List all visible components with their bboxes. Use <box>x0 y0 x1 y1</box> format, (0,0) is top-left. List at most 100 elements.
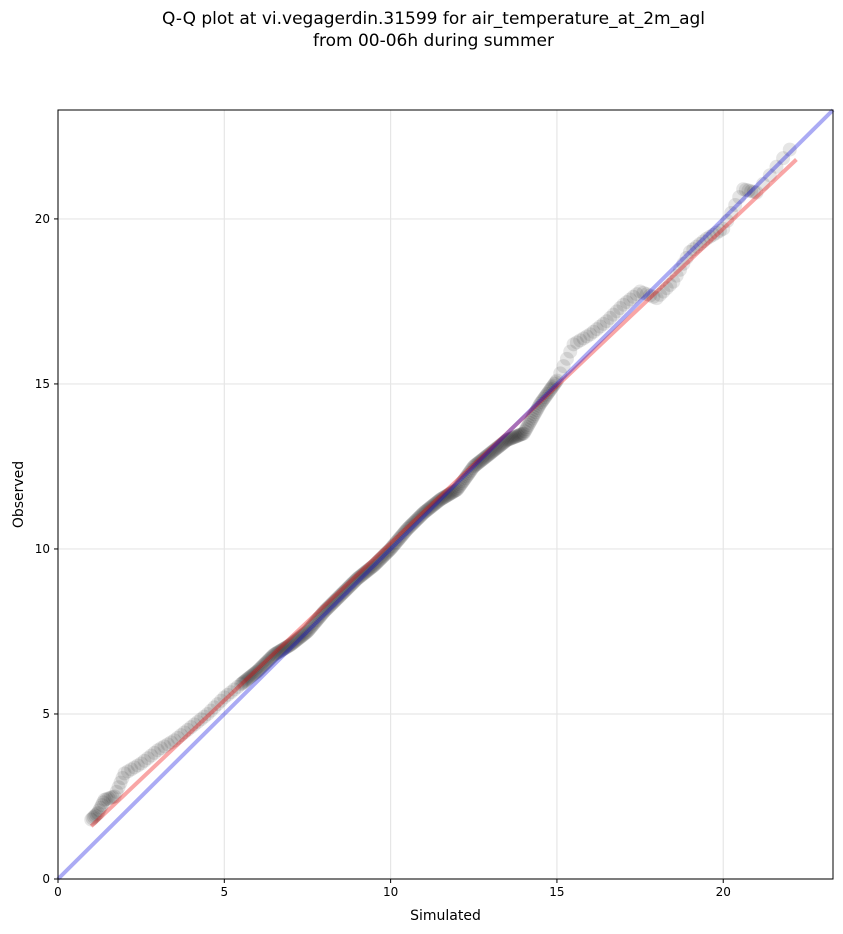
data-point <box>308 614 323 629</box>
data-point <box>736 182 751 197</box>
data-point <box>177 725 192 740</box>
data-point <box>338 583 353 598</box>
data-point <box>579 329 594 344</box>
data-point <box>540 386 555 401</box>
data-point <box>407 515 422 530</box>
data-point <box>453 477 468 492</box>
data-point <box>762 168 777 183</box>
data-point <box>519 422 534 437</box>
data-point <box>593 319 608 334</box>
data-point <box>389 534 404 549</box>
data-point <box>318 603 333 618</box>
x-axis-label: Simulated <box>410 908 481 924</box>
data-point <box>535 393 550 408</box>
data-point <box>243 669 258 684</box>
data-point <box>529 403 544 418</box>
data-point <box>281 639 296 654</box>
data-point <box>425 499 440 514</box>
data-point <box>596 316 611 331</box>
data-point <box>433 492 448 507</box>
data-point <box>428 496 443 511</box>
data-point <box>619 295 634 310</box>
plot-frame <box>57 109 834 880</box>
data-point <box>424 499 439 514</box>
data-point <box>542 383 557 398</box>
data-point <box>124 762 139 777</box>
data-point <box>679 250 694 265</box>
data-point <box>290 632 305 647</box>
data-point <box>756 176 771 191</box>
data-point <box>498 433 513 448</box>
data-point <box>299 625 314 640</box>
data-point <box>89 807 104 822</box>
data-point <box>514 427 529 442</box>
data-point <box>738 182 753 197</box>
data-point <box>244 668 259 683</box>
data-point <box>720 213 735 228</box>
data-point <box>289 632 304 647</box>
data-point <box>93 800 108 815</box>
data-point <box>659 281 674 296</box>
data-point <box>473 453 488 468</box>
data-point <box>285 636 300 651</box>
data-point <box>462 466 477 481</box>
data-point <box>356 566 371 581</box>
data-point <box>213 693 228 708</box>
data-point <box>255 659 270 674</box>
data-point <box>452 479 467 494</box>
data-point <box>324 597 339 612</box>
data-point <box>340 581 355 596</box>
data-point <box>319 602 334 617</box>
data-point <box>505 430 520 445</box>
data-point <box>623 292 638 307</box>
data-point <box>459 469 474 484</box>
data-point <box>532 398 547 413</box>
data-point <box>317 604 332 619</box>
data-point <box>99 792 114 807</box>
data-point <box>576 331 591 346</box>
data-point <box>302 621 317 636</box>
data-point <box>556 359 571 374</box>
data-point <box>530 400 545 415</box>
data-point <box>414 508 429 523</box>
data-point <box>495 436 510 451</box>
data-point <box>372 552 387 567</box>
data-point <box>451 480 466 495</box>
identity-line <box>56 108 835 881</box>
data-point <box>344 577 359 592</box>
data-point <box>101 791 116 806</box>
data-point <box>364 560 379 575</box>
data-point <box>390 533 405 548</box>
data-point <box>391 532 406 547</box>
data-point <box>599 314 614 329</box>
data-point <box>305 618 320 633</box>
y-axis-ticks: 0 5 10 15 20 <box>35 212 58 886</box>
data-point <box>271 644 286 659</box>
data-point <box>157 739 172 754</box>
data-point <box>410 511 425 526</box>
data-point <box>84 812 99 827</box>
data-point <box>699 231 714 246</box>
data-point <box>92 803 107 818</box>
data-point <box>636 285 651 300</box>
data-point <box>508 429 523 444</box>
data-point <box>539 388 554 403</box>
data-point <box>144 748 159 763</box>
data-point <box>692 236 707 251</box>
data-point <box>170 730 185 745</box>
data-point <box>187 717 202 732</box>
data-point <box>545 380 560 395</box>
data-point <box>368 557 383 572</box>
data-point <box>481 448 496 463</box>
data-point <box>606 307 621 322</box>
data-point <box>210 697 225 712</box>
data-point <box>413 509 428 524</box>
data-point <box>90 805 105 820</box>
data-point <box>447 483 462 498</box>
data-point <box>268 646 283 661</box>
data-point <box>86 809 101 824</box>
data-point <box>432 493 447 508</box>
data-point <box>336 585 351 600</box>
data-point <box>488 442 503 457</box>
data-point <box>478 450 493 465</box>
